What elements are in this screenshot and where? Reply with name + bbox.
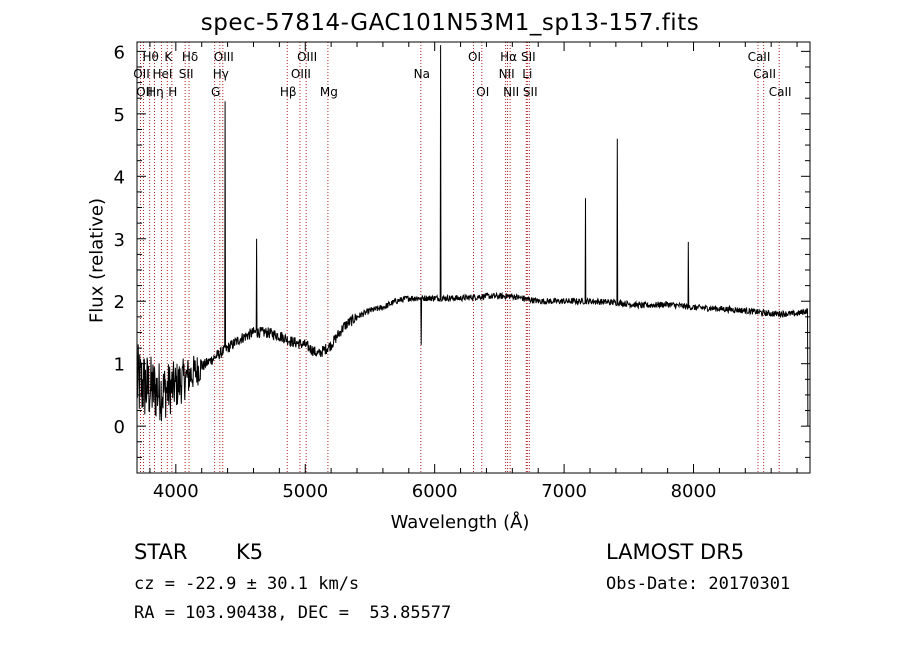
line-marker-label: OIII xyxy=(297,50,317,64)
y-tick-label: 2 xyxy=(114,292,125,313)
object-subclass: K5 xyxy=(236,540,264,564)
line-marker-label: CaII xyxy=(753,67,776,81)
line-marker-label: NII xyxy=(499,67,515,81)
spectrum-line xyxy=(136,45,809,427)
line-marker-label: Hθ xyxy=(142,50,158,64)
x-tick-label: 7000 xyxy=(541,481,587,502)
line-marker-label: SII xyxy=(179,67,194,81)
line-marker-label: OI xyxy=(468,50,481,64)
plot-frame xyxy=(136,41,811,474)
coordinates: RA = 103.90438, DEC = 53.85577 xyxy=(134,603,452,623)
line-marker-label: OIII xyxy=(214,50,234,64)
line-marker-label: SII xyxy=(523,85,538,99)
chart-title: spec-57814-GAC101N53M1_sp13-157.fits xyxy=(200,10,700,36)
line-marker-label: SII xyxy=(521,50,536,64)
x-tick-label: 8000 xyxy=(671,481,717,502)
x-tick-label: 4000 xyxy=(153,481,199,502)
line-marker-label: Li xyxy=(522,67,532,81)
y-tick-label: 1 xyxy=(114,355,125,376)
line-marker-label: CaII xyxy=(748,50,771,64)
line-marker-label: Na xyxy=(414,67,430,81)
x-tick-label: 6000 xyxy=(412,481,458,502)
y-tick-label: 6 xyxy=(114,42,125,63)
line-marker-label: H xyxy=(168,85,177,99)
y-tick-label: 5 xyxy=(114,105,125,126)
line-marker-label: NII xyxy=(503,85,519,99)
y-axis-label: Flux (relative) xyxy=(86,197,108,324)
line-marker-label: Hδ xyxy=(182,50,198,64)
line-marker-label: OII xyxy=(136,85,153,99)
line-marker-label: Hα xyxy=(500,50,517,64)
y-tick-label: 0 xyxy=(114,417,125,438)
y-tick-label: 4 xyxy=(114,167,125,188)
line-marker-label: Hγ xyxy=(213,67,229,81)
object-class: STAR xyxy=(134,540,188,564)
x-axis-label: Wavelength (Å) xyxy=(390,512,530,533)
line-marker-label: G xyxy=(211,85,220,99)
line-marker-label: Hβ xyxy=(280,85,297,99)
survey-name: LAMOST DR5 xyxy=(606,540,745,564)
line-marker-label: Hη xyxy=(147,85,164,99)
redshift-velocity: cz = -22.9 ± 30.1 km/s xyxy=(134,574,360,594)
line-marker-label: K xyxy=(164,50,173,64)
line-marker-label: HeI xyxy=(152,67,172,81)
line-marker-label: Mg xyxy=(320,85,338,99)
line-marker-label: CaII xyxy=(769,85,792,99)
line-marker-label: OIII xyxy=(291,67,311,81)
observation-date: Obs-Date: 20170301 xyxy=(606,574,791,594)
line-marker-label: OII xyxy=(133,67,150,81)
x-tick-label: 5000 xyxy=(282,481,328,502)
y-tick-label: 3 xyxy=(114,230,125,251)
line-marker-label: OI xyxy=(476,85,489,99)
